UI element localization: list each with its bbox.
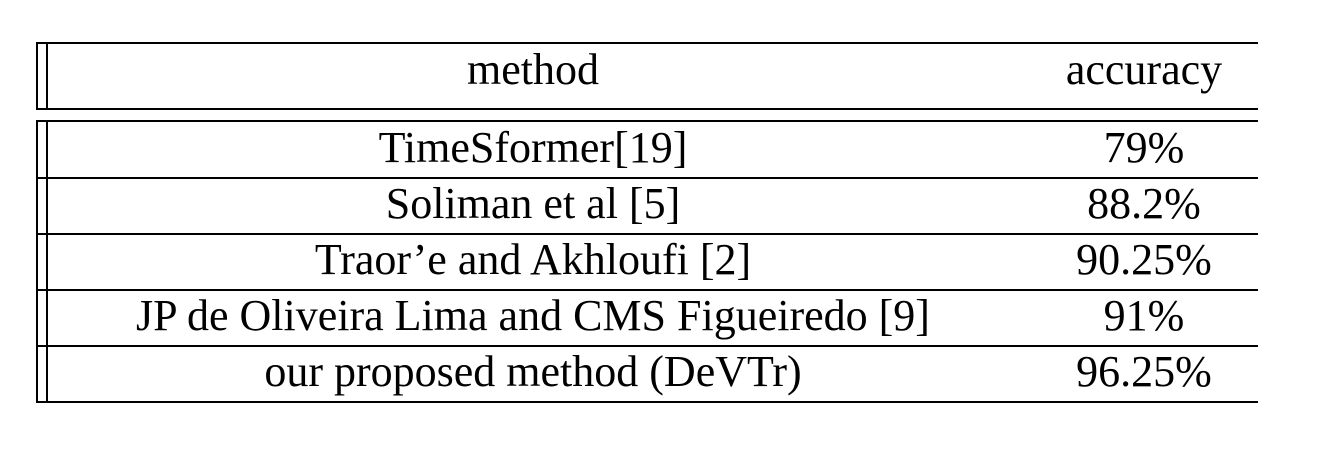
left-rule-1	[36, 42, 38, 110]
row-2-accuracy: 88.2%	[1087, 179, 1201, 228]
row-2-method: Soliman et al [5]	[385, 179, 681, 228]
row-4-rule	[36, 345, 1258, 347]
table-top-rule	[36, 42, 1258, 44]
header-rule-1	[36, 108, 1258, 110]
row-5-method: our proposed method (DeVTr)	[264, 347, 802, 396]
header-accuracy: accuracy	[1065, 45, 1223, 94]
row-3-accuracy: 90.25%	[1076, 235, 1212, 284]
header-method: method	[467, 45, 599, 94]
row-3-rule	[36, 289, 1258, 291]
table-bottom-rule	[36, 401, 1258, 403]
row-4-method: JP de Oliveira Lima and CMS Figueiredo […	[136, 291, 930, 340]
row-3-method: Traor’e and Akhloufi [2]	[314, 235, 752, 284]
header-rule-2	[36, 120, 1258, 122]
left-rule-2	[46, 42, 48, 110]
left-rule-2-body	[46, 120, 48, 403]
row-1-accuracy: 79%	[1103, 123, 1185, 172]
row-4-accuracy: 91%	[1103, 291, 1185, 340]
row-1-rule	[36, 177, 1258, 179]
row-5-accuracy: 96.25%	[1076, 347, 1212, 396]
row-1-method: TimeSformer[19]	[378, 123, 688, 172]
row-2-rule	[36, 233, 1258, 235]
left-rule-1-body	[36, 120, 38, 403]
